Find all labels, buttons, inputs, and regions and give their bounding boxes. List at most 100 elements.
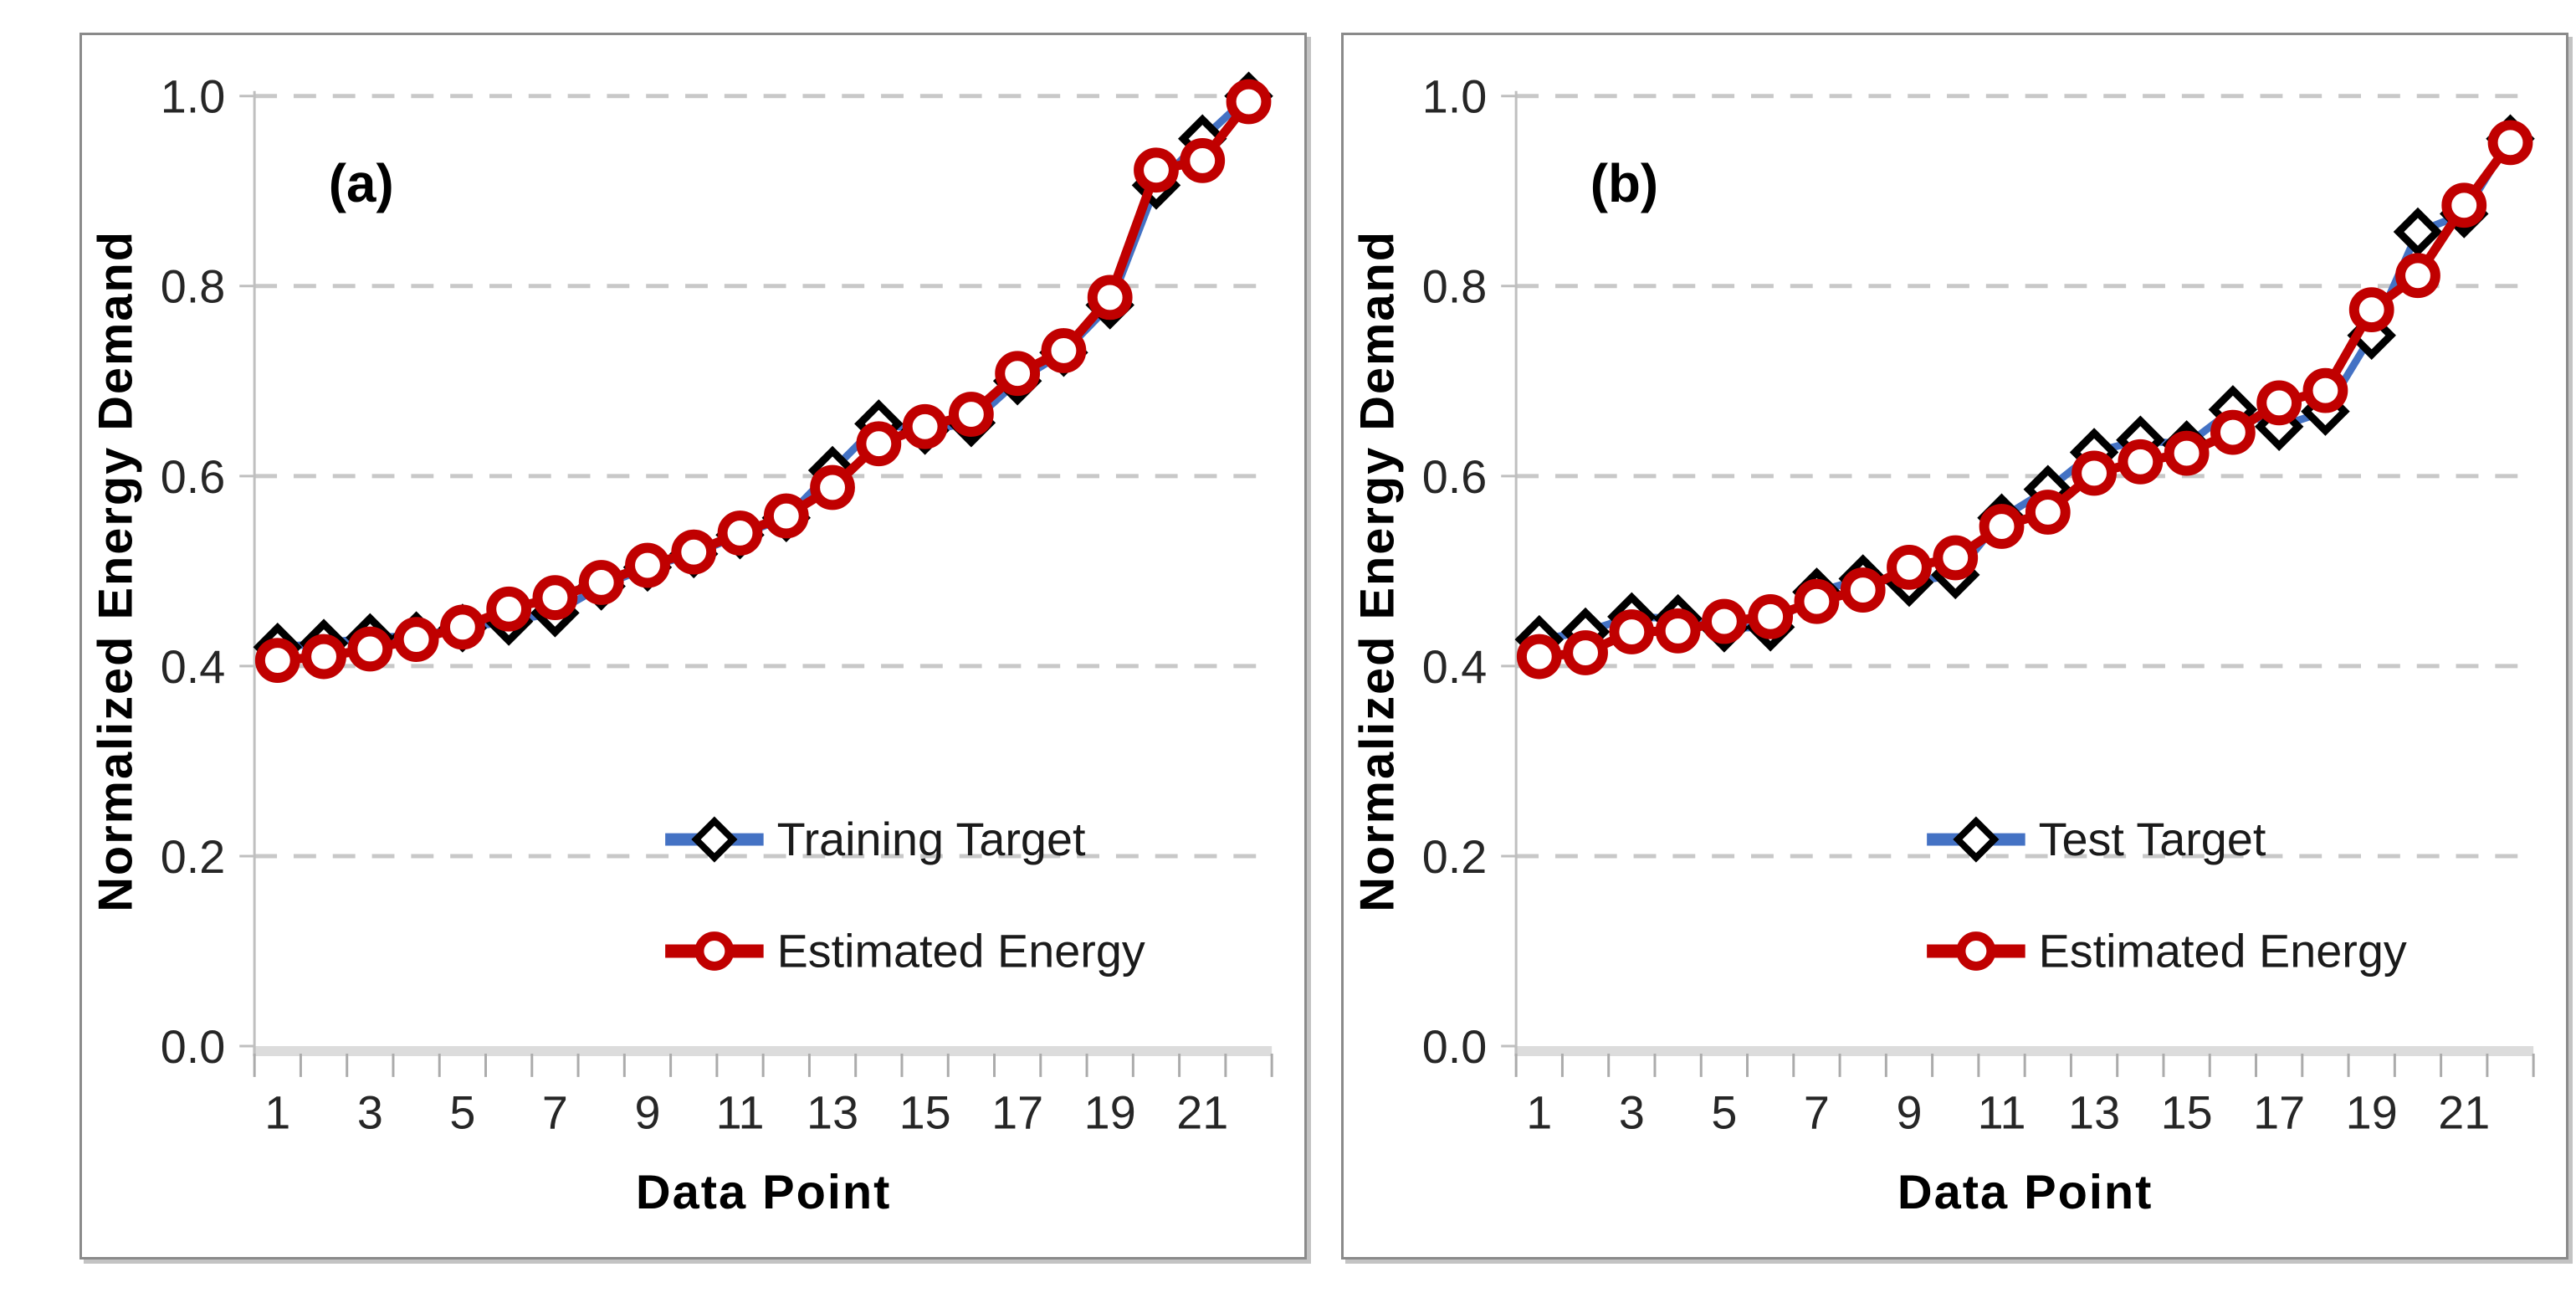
y-tick-label: 0.0 bbox=[1422, 1021, 1488, 1073]
legend-label-target-b: Test Target bbox=[2039, 813, 2266, 865]
x-tick-label: 1 bbox=[264, 1087, 290, 1139]
circle-marker bbox=[717, 510, 763, 556]
circle-marker bbox=[2487, 120, 2533, 166]
circle-marker bbox=[1887, 544, 1932, 590]
circle-marker bbox=[1701, 598, 1747, 644]
x-tick-label: 1 bbox=[1526, 1087, 1552, 1139]
circle-marker bbox=[1563, 630, 1608, 675]
y-tick-label: 0.2 bbox=[161, 831, 226, 883]
series-line-estimated-energy bbox=[1539, 140, 2514, 662]
chart-a-plot-generated: 0.00.20.40.60.81.01 3 5 7 9 11 13 15 17 19 21 bbox=[161, 71, 1273, 1139]
y-tick-label: 0.4 bbox=[161, 641, 226, 693]
circle-marker bbox=[301, 634, 346, 680]
circle-marker bbox=[1134, 147, 1179, 193]
legend-label-target-a: Training Target bbox=[777, 813, 1086, 865]
x-tick-label: 21 bbox=[1176, 1087, 1228, 1139]
circle-marker bbox=[486, 586, 532, 632]
x-tick-label: 13 bbox=[2068, 1087, 2120, 1139]
x-tick-label: 9 bbox=[1896, 1087, 1922, 1139]
circle-marker bbox=[2348, 287, 2394, 333]
circle-marker bbox=[2072, 450, 2117, 496]
x-tick-label: 15 bbox=[2161, 1087, 2213, 1139]
circle-marker bbox=[671, 529, 717, 575]
chart-panel-a: 0.0 0.2 0.4 0.6 0.8 1.0 1 3 5 7 9 11 13 15 17 19 21 (a) … bbox=[79, 33, 1307, 1260]
x-tick-label: 21 bbox=[2438, 1087, 2490, 1139]
x-tick-label: 19 bbox=[1084, 1087, 1136, 1139]
x-tick-label: 17 bbox=[2253, 1087, 2305, 1139]
circle-marker bbox=[2441, 182, 2487, 228]
legend-circle-icon bbox=[694, 931, 735, 971]
circle-marker bbox=[578, 560, 624, 605]
x-tick-label: 5 bbox=[449, 1087, 475, 1139]
chart-b-canvas: 0.00.20.40.60.81.01 3 5 7 9 11 13 15 17 19 21 (b) … bbox=[1351, 71, 2535, 1219]
y-axis-title-a: Normalized Energy Demand bbox=[90, 230, 143, 912]
y-tick-label: 0.8 bbox=[161, 261, 226, 313]
circle-marker bbox=[2395, 253, 2440, 299]
y-tick-label: 0.0 bbox=[161, 1021, 226, 1073]
y-tick-label: 0.8 bbox=[1422, 261, 1488, 313]
x-tick-label: 9 bbox=[634, 1087, 660, 1139]
legend-b: Test Target Estimated Energy bbox=[1927, 813, 2407, 977]
circle-marker bbox=[1840, 567, 1886, 613]
y-tick-label: 1.0 bbox=[161, 71, 226, 123]
circle-marker bbox=[2256, 380, 2302, 426]
circle-marker bbox=[439, 604, 485, 650]
series-line-test-target bbox=[1539, 136, 2514, 644]
circle-marker bbox=[995, 351, 1041, 397]
chart-b-plot-generated: 0.00.20.40.60.81.01 3 5 7 9 11 13 15 17 19 21 bbox=[1422, 71, 2535, 1139]
circle-marker bbox=[1226, 79, 1272, 125]
y-tick-label: 0.2 bbox=[1422, 831, 1488, 883]
circle-marker bbox=[902, 403, 948, 449]
chart-a-canvas: 0.00.20.40.60.81.01 3 5 7 9 11 13 15 17 19 21 (a) … bbox=[90, 71, 1273, 1219]
circle-marker bbox=[810, 464, 855, 510]
legend-label-estimated-b: Estimated Energy bbox=[2039, 925, 2407, 977]
legend-a: Training Target Estimated Energy bbox=[665, 813, 1145, 977]
x-tick-label: 15 bbox=[899, 1087, 951, 1139]
y-tick-label: 0.6 bbox=[161, 451, 226, 503]
circle-marker bbox=[2118, 439, 2164, 485]
circle-marker bbox=[1794, 578, 1840, 624]
x-tick-label: 11 bbox=[1978, 1087, 2026, 1139]
circle-marker bbox=[532, 575, 578, 621]
x-tick-label: 11 bbox=[716, 1087, 765, 1139]
chart-panel-b: 0.0 0.2 0.4 0.6 0.8 1.0 1 3 5 7 9 11 13 15 17 19 21 (b) … bbox=[1341, 33, 2568, 1260]
circle-marker bbox=[393, 617, 439, 663]
circle-marker bbox=[1609, 609, 1655, 654]
x-tick-label: 13 bbox=[807, 1087, 858, 1139]
x-tick-label: 3 bbox=[357, 1087, 383, 1139]
circle-marker bbox=[625, 542, 670, 588]
circle-marker bbox=[856, 421, 902, 467]
x-tick-label: 7 bbox=[542, 1087, 568, 1139]
circle-marker bbox=[1933, 535, 1979, 581]
legend-diamond-icon bbox=[691, 816, 738, 863]
x-tick-label: 19 bbox=[2346, 1087, 2398, 1139]
circle-marker bbox=[2210, 409, 2256, 455]
circle-marker bbox=[1087, 274, 1133, 321]
circle-marker bbox=[1516, 634, 1562, 680]
panel-a-label: (a) bbox=[329, 153, 394, 213]
x-tick-label: 5 bbox=[1711, 1087, 1737, 1139]
circle-marker bbox=[1979, 504, 2025, 549]
x-axis-title-b: Data Point bbox=[1897, 1166, 2153, 1219]
y-tick-label: 0.6 bbox=[1422, 451, 1488, 503]
circle-marker bbox=[2302, 367, 2348, 413]
circle-marker bbox=[1180, 138, 1226, 183]
legend-diamond-icon bbox=[1953, 816, 2000, 863]
circle-marker bbox=[1655, 608, 1701, 654]
x-tick-label: 17 bbox=[991, 1087, 1043, 1139]
circle-marker bbox=[1748, 593, 1794, 639]
circle-marker bbox=[2025, 490, 2071, 535]
diamond-marker bbox=[2393, 207, 2443, 257]
circle-marker bbox=[1041, 328, 1087, 373]
circle-marker bbox=[254, 638, 300, 683]
x-axis-title-a: Data Point bbox=[636, 1166, 891, 1219]
series-line-training-target bbox=[277, 93, 1252, 651]
y-tick-label: 1.0 bbox=[1422, 71, 1488, 123]
circle-marker bbox=[347, 626, 393, 672]
series-line-estimated-energy bbox=[277, 99, 1252, 665]
circle-marker bbox=[763, 493, 809, 539]
panel-b-label: (b) bbox=[1590, 153, 1658, 213]
legend-circle-icon bbox=[1956, 931, 1996, 971]
circle-marker bbox=[2164, 430, 2210, 476]
x-tick-label: 7 bbox=[1804, 1087, 1830, 1139]
